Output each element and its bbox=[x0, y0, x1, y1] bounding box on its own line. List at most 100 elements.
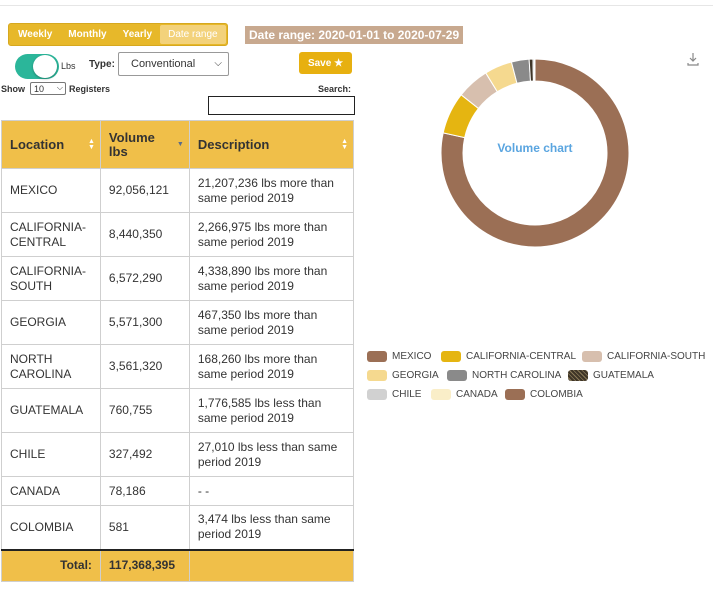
date-range-button[interactable]: Date range bbox=[160, 25, 226, 44]
column-header-description[interactable]: Description ▲ ▼ bbox=[188, 120, 355, 169]
page-size-select[interactable]: 10 ⌵ bbox=[30, 82, 66, 95]
cell-volume: 6,572,290 bbox=[99, 256, 190, 301]
save-button[interactable]: Save ★ bbox=[299, 52, 352, 74]
legend-label: CANADA bbox=[456, 389, 498, 400]
table-row: GUATEMALA 760,755 1,776,585 lbs less than … bbox=[1, 388, 355, 433]
cell-description: 1,776,585 lbs less than same period 2019 bbox=[188, 388, 355, 433]
legend-item-mexico[interactable]: MEXICO bbox=[367, 351, 431, 362]
date-range-label: Date range: 2020-01-01 to 2020-07-29 bbox=[245, 26, 464, 44]
total-empty-cell bbox=[188, 548, 355, 582]
legend-item-california-central[interactable]: CALIFORNIA-CENTRAL bbox=[441, 351, 576, 362]
column-header-label: Volume lbs bbox=[108, 129, 155, 159]
column-header-label: Location bbox=[10, 136, 65, 152]
cell-volume: 3,561,320 bbox=[99, 344, 190, 389]
legend-label: GUATEMALA bbox=[593, 370, 654, 381]
search-label: Search: bbox=[318, 84, 352, 94]
chevron-down-icon: ⌵ bbox=[56, 83, 63, 92]
cell-volume: 760,755 bbox=[99, 388, 190, 433]
table-row: MEXICO 92,056,121 21,207,236 lbs more than… bbox=[1, 168, 355, 213]
table-row: NORTH CAROLINA 3,561,320 168,260 lbs more … bbox=[1, 344, 355, 389]
table-row: CALIFORNIA-SOUTH 6,572,290 4,338,890 lbs m… bbox=[1, 256, 355, 301]
legend-label: CALIFORNIA-SOUTH bbox=[607, 351, 706, 362]
cell-location: GEORGIA bbox=[1, 300, 101, 345]
total-label: Total: bbox=[1, 548, 101, 582]
cell-volume: 327,492 bbox=[99, 432, 190, 477]
cell-description: 2,266,975 lbs more than same period 2019 bbox=[188, 212, 355, 257]
legend-swatch bbox=[367, 351, 387, 362]
legend-label: GEORGIA bbox=[392, 370, 439, 381]
legend-item-california-south[interactable]: CALIFORNIA-SOUTH bbox=[582, 351, 705, 362]
lbs-toggle[interactable] bbox=[15, 54, 59, 79]
column-header-label: Description bbox=[197, 136, 270, 152]
cell-volume: 5,571,300 bbox=[99, 300, 190, 345]
cell-volume: 581 bbox=[99, 505, 190, 550]
type-select[interactable]: Conventional ⌵ bbox=[118, 52, 229, 76]
legend-label: COLOMBIA bbox=[530, 389, 583, 400]
monthly-button[interactable]: Monthly bbox=[68, 29, 107, 40]
table-row: COLOMBIA 581 3,474 lbs less than same peri… bbox=[1, 505, 355, 550]
cell-description: 4,338,890 lbs more than same period 2019 bbox=[188, 256, 355, 301]
cell-location: CALIFORNIA-SOUTH bbox=[1, 256, 101, 301]
volume-table: Location ▲ ▼ Volume lbs ▼ Description ▲ ▼ MEX… bbox=[1, 120, 355, 582]
legend-label: NORTH CAROLINA bbox=[472, 370, 562, 381]
show-label: Show bbox=[1, 84, 25, 94]
registers-label: Registers bbox=[69, 84, 111, 94]
cell-description: 3,474 lbs less than same period 2019 bbox=[188, 505, 355, 550]
table-row: CANADA 78,186- - bbox=[1, 476, 355, 506]
page-size-value: 10 bbox=[34, 83, 45, 94]
period-button-group: Weekly Monthly Yearly Date range bbox=[8, 23, 228, 46]
cell-description: 27,010 lbs less than same period 2019 bbox=[188, 432, 355, 477]
cell-description: - - bbox=[188, 476, 355, 506]
total-row: Total: 117,368,395 bbox=[1, 548, 355, 582]
legend-label: MEXICO bbox=[392, 351, 432, 362]
toggle-label: Lbs bbox=[61, 61, 76, 71]
yearly-button[interactable]: Yearly bbox=[122, 29, 153, 40]
legend-item-guatemala[interactable]: GUATEMALA bbox=[568, 370, 654, 381]
chevron-down-icon: ⌵ bbox=[214, 58, 222, 69]
top-divider bbox=[0, 5, 713, 6]
legend-swatch bbox=[582, 351, 602, 362]
column-header-location[interactable]: Location ▲ ▼ bbox=[1, 120, 101, 169]
legend-item-north carolina[interactable]: NORTH CAROLINA bbox=[447, 370, 561, 381]
table-row: GEORGIA 5,571,300 467,350 lbs more than sa… bbox=[1, 300, 355, 345]
type-select-value: Conventional bbox=[131, 58, 196, 70]
toggle-knob bbox=[33, 55, 57, 78]
legend-swatch bbox=[431, 389, 451, 400]
cell-volume: 92,056,121 bbox=[99, 168, 190, 213]
cell-volume: 8,440,350 bbox=[99, 212, 190, 257]
legend-swatch bbox=[367, 389, 387, 400]
cell-location: CALIFORNIA-CENTRAL bbox=[1, 212, 101, 257]
weekly-button[interactable]: Weekly bbox=[18, 29, 53, 40]
legend-swatch bbox=[568, 370, 588, 381]
cell-volume: 78,186 bbox=[99, 476, 190, 506]
legend-label: CHILE bbox=[392, 389, 422, 400]
cell-location: COLOMBIA bbox=[1, 505, 101, 550]
cell-location: CHILE bbox=[1, 432, 101, 477]
volume-donut-chart bbox=[440, 58, 630, 248]
sort-icon: ▲ ▼ bbox=[341, 138, 348, 151]
cell-location: GUATEMALA bbox=[1, 388, 101, 433]
legend-item-georgia[interactable]: GEORGIA bbox=[367, 370, 439, 381]
cell-location: NORTH CAROLINA bbox=[1, 344, 101, 389]
table-row: CALIFORNIA-CENTRAL 8,440,350 2,266,975 lbs… bbox=[1, 212, 355, 257]
cell-description: 21,207,236 lbs more than same period 201… bbox=[188, 168, 355, 213]
legend-swatch bbox=[447, 370, 467, 381]
column-header-volume[interactable]: Volume lbs ▼ bbox=[99, 120, 190, 169]
legend-swatch bbox=[441, 351, 461, 362]
legend-item-canada[interactable]: CANADA bbox=[431, 389, 498, 400]
table-row: CHILE 327,492 27,010 lbs less than same pe… bbox=[1, 432, 355, 477]
legend-item-chile[interactable]: CHILE bbox=[367, 389, 421, 400]
legend-item-colombia[interactable]: COLOMBIA bbox=[505, 389, 583, 400]
legend-label: CALIFORNIA-CENTRAL bbox=[466, 351, 577, 362]
slice-mexico[interactable] bbox=[440, 58, 630, 248]
chart-title: Volume chart bbox=[497, 141, 573, 155]
cell-description: 168,260 lbs more than same period 2019 bbox=[188, 344, 355, 389]
cell-location: CANADA bbox=[1, 476, 101, 506]
cell-location: MEXICO bbox=[1, 168, 101, 213]
legend-swatch bbox=[505, 389, 525, 400]
sort-icon: ▲ ▼ bbox=[87, 138, 95, 151]
legend-swatch bbox=[367, 370, 387, 381]
search-input[interactable] bbox=[208, 96, 355, 115]
download-icon[interactable] bbox=[686, 52, 700, 66]
total-value: 117,368,395 bbox=[99, 548, 190, 582]
